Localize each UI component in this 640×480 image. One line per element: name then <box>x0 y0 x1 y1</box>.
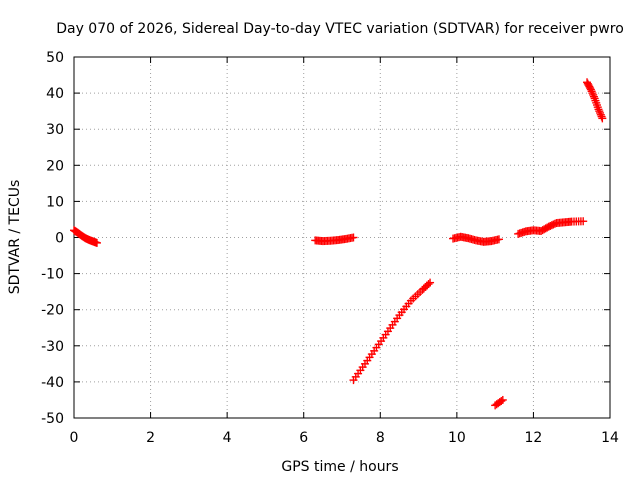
data-point <box>595 107 604 116</box>
data-point <box>598 114 607 123</box>
data-point <box>424 280 433 289</box>
data-point <box>596 108 605 117</box>
y-tick-label: 30 <box>46 122 64 138</box>
data-point <box>594 105 603 114</box>
x-axis-label: GPS time / hours <box>281 459 398 475</box>
y-tick-label: -40 <box>41 375 64 391</box>
y-axis-label: SDTVAR / TECUs <box>7 180 23 295</box>
x-tick-label: 0 <box>70 430 79 446</box>
x-tick-label: 12 <box>525 430 543 446</box>
data-point <box>349 233 358 242</box>
x-tick-label: 8 <box>376 430 385 446</box>
y-tick-label: 0 <box>55 231 64 247</box>
x-tick-label: 6 <box>299 430 308 446</box>
chart-title: Day 070 of 2026, Sidereal Day-to-day VTE… <box>56 21 624 37</box>
y-tick-label: 10 <box>46 194 64 210</box>
data-point <box>588 89 597 98</box>
x-tick-label: 2 <box>146 430 155 446</box>
y-tick-label: -50 <box>41 411 64 427</box>
x-tick-label: 4 <box>223 430 232 446</box>
y-tick-label: 50 <box>46 50 64 66</box>
data-point <box>589 92 598 101</box>
y-tick-label: -20 <box>41 303 64 319</box>
data-point <box>497 397 506 406</box>
x-tick-label: 14 <box>601 430 619 446</box>
data-point <box>498 395 507 404</box>
data-point <box>426 278 435 287</box>
data-point <box>586 85 595 94</box>
plot-frame <box>73 56 611 419</box>
y-tick-label: -10 <box>41 267 64 283</box>
grid <box>74 57 610 418</box>
data-point <box>589 90 598 99</box>
data-point <box>92 238 101 247</box>
data-points <box>70 78 607 410</box>
data-point <box>494 235 503 244</box>
data-point <box>587 87 596 96</box>
y-tick-label: 20 <box>46 158 64 174</box>
y-tick-label: 40 <box>46 86 64 102</box>
y-tick-label: -30 <box>41 339 64 355</box>
x-tick-label: 10 <box>448 430 466 446</box>
tick-labels: 0 2 4 6 8 10 12 14 -50 -40 -30 -20 -10 0 10 20 30 40 50 <box>41 50 619 446</box>
data-point <box>579 217 588 226</box>
data-point <box>597 112 606 121</box>
data-point <box>596 110 605 119</box>
